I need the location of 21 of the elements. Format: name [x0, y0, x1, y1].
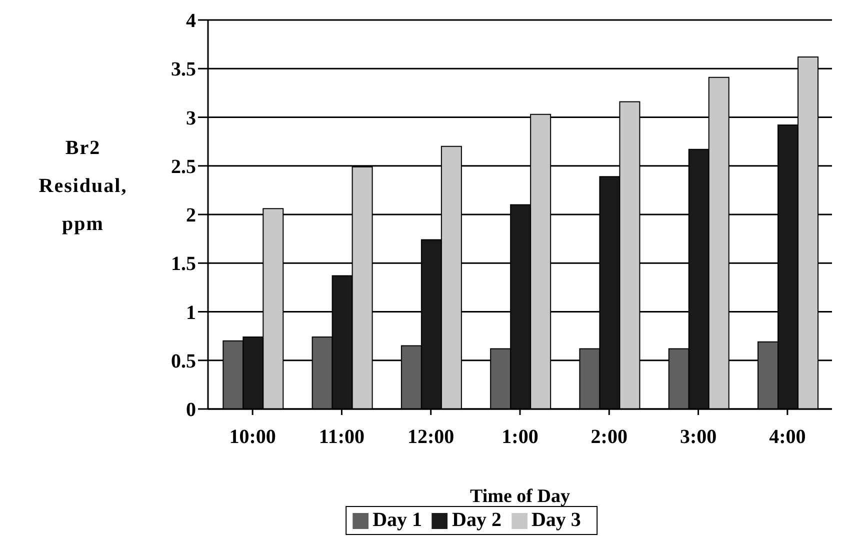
y-tick-label: 0	[186, 399, 196, 422]
y-tick-label: 1.5	[171, 253, 196, 276]
y-tick-label: 0.5	[171, 350, 196, 372]
x-tick-label: 12:00	[408, 426, 454, 448]
y-tick-label: 2.5	[171, 156, 196, 178]
x-tick-label: 1:00	[502, 426, 538, 448]
x-tick-label: 2:00	[590, 426, 628, 448]
legend-label: Day 1	[372, 509, 422, 531]
x-tick-label: 10:00	[229, 426, 276, 448]
legend-label: Day 3	[531, 509, 581, 531]
y-tick-label: 2	[186, 204, 196, 227]
x-tick-label: 11:00	[318, 426, 364, 448]
x-tick-label: 4:00	[769, 426, 806, 448]
y-axis-title: Br2 Residual, ppm	[38, 136, 128, 236]
y-tick-label: 4	[186, 10, 196, 32]
legend-label: Day 2	[452, 509, 502, 531]
x-axis-title: Time of Day	[470, 486, 570, 507]
y-tick-label: 3	[186, 107, 196, 130]
y-tick-label: 3.5	[171, 58, 196, 81]
y-tick-label: 1	[186, 302, 196, 324]
x-tick-label: 3:00	[680, 426, 717, 448]
